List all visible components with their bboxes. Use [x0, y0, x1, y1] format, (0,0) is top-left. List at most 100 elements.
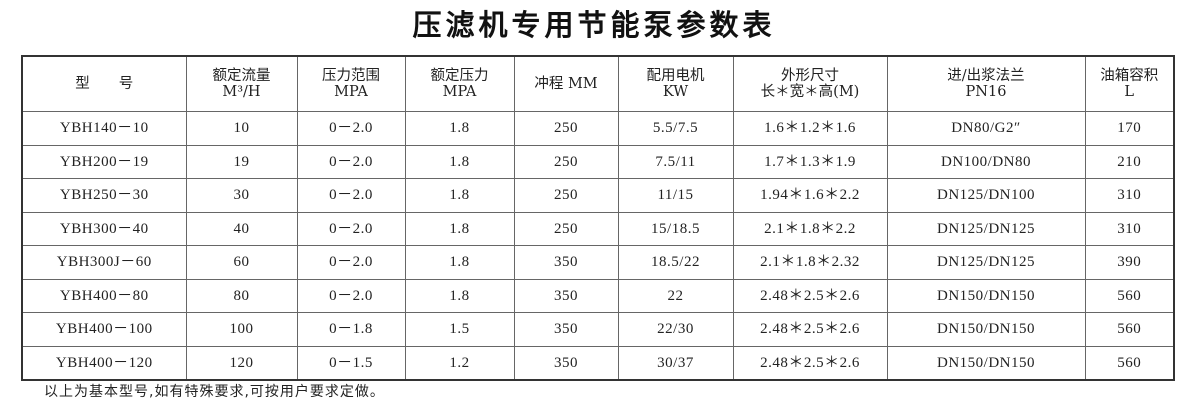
header-unit: KW: [662, 84, 689, 100]
table-cell: 350: [513, 345, 619, 381]
table-row: YBH300J－60 60 0－2.0 1.8 350 18.5/22 2.1＊1.8＊2.…: [21, 245, 1175, 280]
table-cell: 0－1.8: [296, 312, 406, 347]
table-cell: 0－2.0: [296, 211, 406, 246]
table-cell: 1.5: [404, 312, 515, 347]
table-cell: DN150/DN150: [886, 312, 1086, 347]
table-row: YBH300－40 40 0－2.0 1.8 250 15/18.5 2.1＊1.8＊2.2…: [21, 211, 1175, 246]
table-cell: 250: [513, 144, 619, 179]
table-cell: 7.5/11: [617, 144, 734, 179]
table-cell: 210: [1084, 144, 1175, 179]
header-row: 型 号额定流量 M³/H 压力范围 MPA 额定压力 MPA 冲程 MM 配用电机 KW 外形尺寸…: [21, 55, 1175, 112]
table-cell: 1.8: [404, 178, 515, 213]
table-cell: 1.2: [404, 345, 515, 381]
table-cell: YBH250－30: [21, 178, 187, 213]
table-row: YBH400－100 100 0－1.8 1.5 350 22/30 2.48＊2.5＊2.…: [21, 312, 1175, 347]
table-cell: 40: [185, 211, 298, 246]
table-cell: YBH300－40: [21, 211, 187, 246]
table-cell: 0－2.0: [296, 278, 406, 313]
table-cell: DN80/G2″: [886, 111, 1086, 146]
column-header: 进/出浆法兰 PN16: [886, 55, 1086, 112]
table-row: YBH400－120 120 0－1.5 1.2 350 30/37 2.48＊2.5＊2.…: [21, 345, 1175, 381]
table-cell: 120: [185, 345, 298, 381]
table-cell: 0－2.0: [296, 111, 406, 146]
table-cell: 2.48＊2.5＊2.6: [732, 345, 888, 381]
table-row: YBH140－10 10 0－2.0 1.8 250 5.5/7.5 1.6＊1.2＊1.6…: [21, 111, 1175, 146]
table-cell: 310: [1084, 178, 1175, 213]
table-cell: DN125/DN125: [886, 211, 1086, 246]
table-cell: 2.48＊2.5＊2.6: [732, 278, 888, 313]
table-cell: 250: [513, 178, 619, 213]
page-title: 压滤机专用节能泵参数表: [412, 8, 776, 42]
table-cell: DN150/DN150: [886, 345, 1086, 381]
table-cell: 11/15: [617, 178, 734, 213]
table-cell: 30/37: [617, 345, 734, 381]
column-header: 配用电机 KW: [617, 55, 734, 112]
column-header: 压力范围 MPA: [296, 55, 406, 112]
table-cell: 1.8: [404, 278, 515, 313]
table-cell: 310: [1084, 211, 1175, 246]
header-label: 额定流量: [212, 68, 271, 84]
table-cell: 0－2.0: [296, 178, 406, 213]
table-cell: 1.8: [404, 211, 515, 246]
table-cell: 22/30: [617, 312, 734, 347]
header-label: 压力范围: [322, 68, 380, 84]
table-cell: 1.8: [404, 111, 515, 146]
table-cell: 350: [513, 312, 619, 347]
table-cell: 2.48＊2.5＊2.6: [732, 312, 888, 347]
table-cell: DN150/DN150: [886, 278, 1086, 313]
table-cell: YBH200－19: [21, 144, 187, 179]
table-cell: 350: [513, 278, 619, 313]
table-cell: 390: [1084, 245, 1175, 280]
table-cell: 0－2.0: [296, 245, 406, 280]
table-cell: 560: [1084, 312, 1175, 347]
table-cell: 560: [1084, 278, 1175, 313]
table-cell: 250: [513, 111, 619, 146]
table-cell: 170: [1084, 111, 1175, 146]
table-row: YBH400－80 80 0－2.0 1.8 350 22 2.48＊2.5＊2.6 DN15…: [21, 278, 1175, 313]
header-label: 油箱容积: [1100, 68, 1159, 84]
column-header: 额定流量 M³/H: [185, 55, 298, 112]
table-cell: 250: [513, 211, 619, 246]
table-cell: 0－1.5: [296, 345, 406, 381]
table-cell: 560: [1084, 345, 1175, 381]
header-label: 冲程 MM: [534, 76, 598, 92]
header-unit: L: [1124, 84, 1135, 100]
table-cell: DN125/DN100: [886, 178, 1086, 213]
table-cell: YBH400－100: [21, 312, 187, 347]
header-label: 额定压力: [430, 68, 489, 84]
parameter-table: 型 号额定流量 M³/H 压力范围 MPA 额定压力 MPA 冲程 MM 配用电机 KW 外形尺寸…: [21, 55, 1175, 381]
table-cell: 1.8: [404, 245, 515, 280]
table-cell: 30: [185, 178, 298, 213]
footnote: 以上为基本型号,如有特殊要求,可按用户要求定做。: [44, 384, 385, 400]
header-unit: MPA: [334, 84, 368, 100]
table-cell: 60: [185, 245, 298, 280]
table-cell: 1.6＊1.2＊1.6: [732, 111, 888, 146]
table-cell: 19: [185, 144, 298, 179]
table-cell: YBH400－120: [21, 345, 187, 381]
table-row: YBH200－19 19 0－2.0 1.8 250 7.5/11 1.7＊1.3＊1.9 D…: [21, 144, 1175, 179]
table-cell: 0－2.0: [296, 144, 406, 179]
header-label: 外形尺寸: [781, 68, 839, 84]
table-cell: 2.1＊1.8＊2.2: [732, 211, 888, 246]
column-header: 冲程 MM: [513, 55, 619, 112]
table-cell: 15/18.5: [617, 211, 734, 246]
table-cell: DN100/DN80: [886, 144, 1086, 179]
column-header: 油箱容积 L: [1084, 55, 1175, 112]
table-cell: 350: [513, 245, 619, 280]
header-label: 型 号: [75, 76, 134, 92]
table-cell: 80: [185, 278, 298, 313]
table-cell: 1.8: [404, 144, 515, 179]
header-label: 配用电机: [646, 68, 705, 84]
header-unit: 长＊宽＊高(M): [760, 84, 860, 100]
table-cell: 22: [617, 278, 734, 313]
table-row: YBH250－30 30 0－2.0 1.8 250 11/15 1.94＊1.6＊2.2 D…: [21, 178, 1175, 213]
header-unit: PN16: [965, 84, 1007, 100]
table-cell: 1.94＊1.6＊2.2: [732, 178, 888, 213]
table-cell: 10: [185, 111, 298, 146]
column-header: 额定压力 MPA: [404, 55, 515, 112]
table-cell: YBH400－80: [21, 278, 187, 313]
table-cell: 100: [185, 312, 298, 347]
table-cell: YBH300J－60: [21, 245, 187, 280]
header-label: 进/出浆法兰: [947, 68, 1025, 84]
header-unit: MPA: [442, 84, 477, 100]
